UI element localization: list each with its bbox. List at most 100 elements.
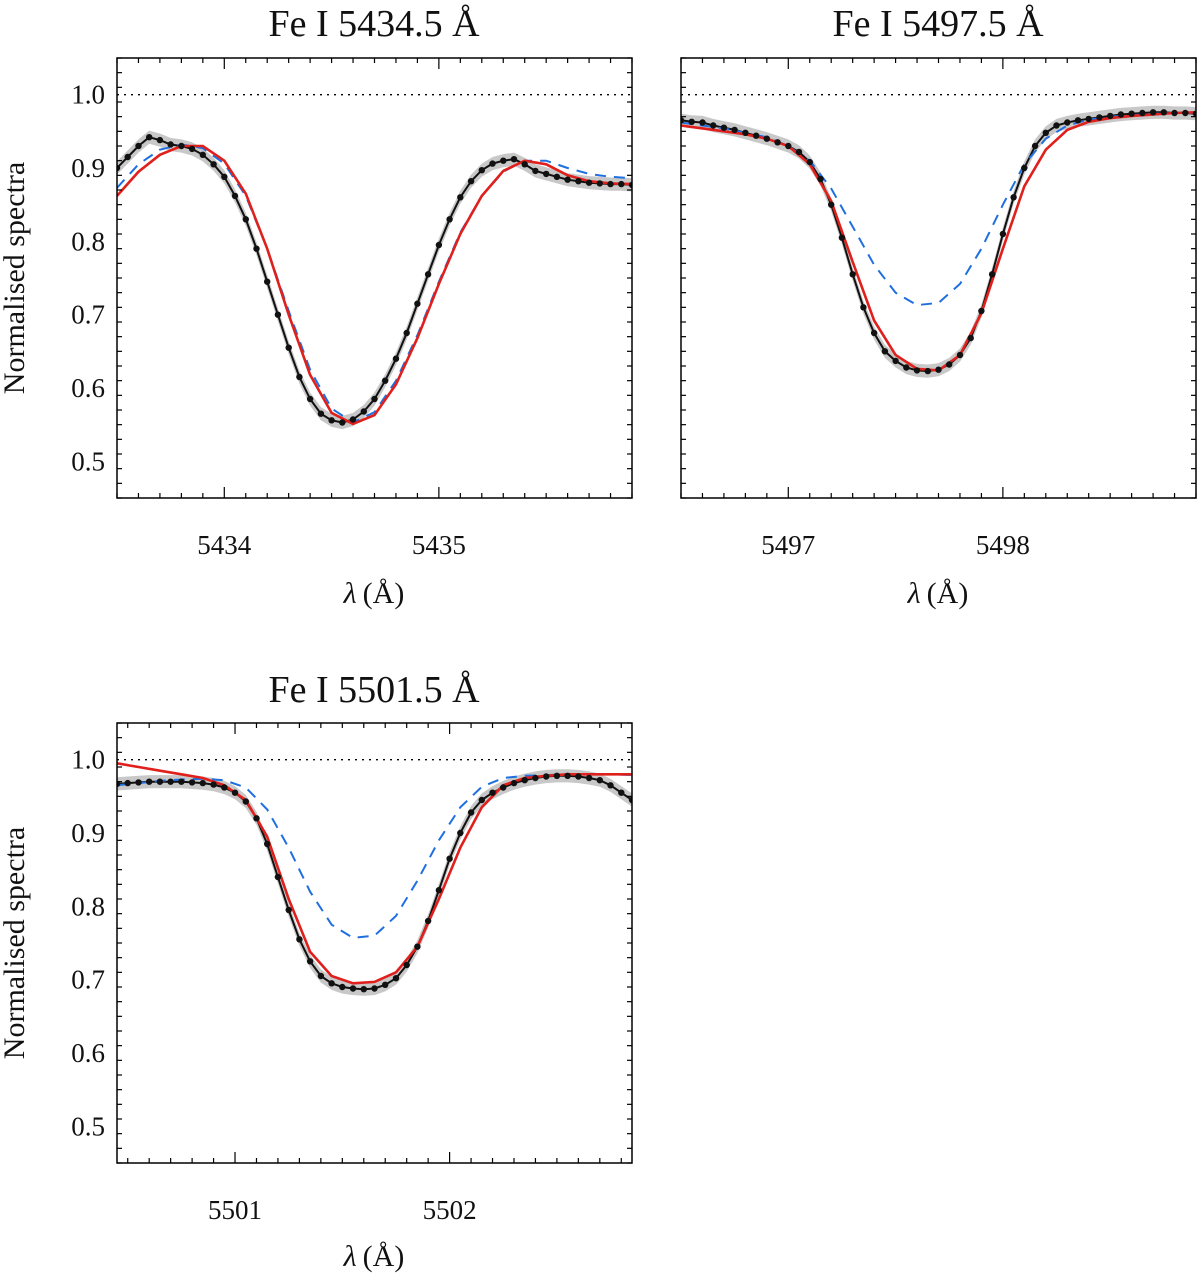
model-blue-dashed-line [117,143,632,424]
observed-point [489,160,496,167]
observed-point [117,164,121,172]
observed-point [478,167,485,174]
observed-point [435,241,443,249]
observed-point [478,796,485,804]
observed-point [242,798,249,805]
y-tick-label: 0.5 [71,1111,105,1141]
y-tick-label: 0.5 [71,446,105,476]
observed-point [806,158,813,166]
observed-point [1010,194,1017,201]
observed-point [178,778,185,785]
observed-point [210,781,217,788]
plot-frame [116,722,633,1164]
observed-point [607,782,614,789]
y-tick-label: 0.9 [71,153,105,183]
observed-point [575,178,582,185]
observed-point [146,134,153,141]
observed-point [467,809,475,816]
observed-point [135,779,142,786]
observed-point [860,304,867,311]
observed-point [467,178,475,185]
observed-point [596,180,603,187]
observed-point [946,361,953,368]
plot-area: 5497 5498 [680,57,1197,560]
observed-point [795,148,803,156]
x-axis-label-symbol: λ [343,1240,357,1273]
x-axis-label-unit: (Å) [363,577,405,610]
observed-point [167,141,174,148]
x-tick-label: 5501 [208,1195,262,1225]
observed-point [360,986,367,993]
observed-point [1107,112,1114,120]
observed-point [210,161,217,168]
observed-point [199,151,206,158]
y-tick-label: 1.0 [71,745,105,775]
observed-point [607,180,614,188]
observed-point [553,173,561,180]
observed-point [360,408,367,415]
observed-point [371,395,378,403]
observed-point [688,118,695,126]
observed-point [618,789,625,796]
observed-point [903,364,910,371]
observed-point [188,779,196,786]
observed-point [1182,109,1189,117]
observed-point [510,156,518,163]
observed-point [500,784,507,791]
observed-point [924,367,931,375]
observed-point [296,373,303,381]
observed-point [424,271,432,278]
panel-title: Fe I 5497.5 Å [832,3,1044,45]
observed-point [1160,109,1168,116]
observed-point [628,181,632,189]
observed-line [681,111,1196,373]
x-tick-label: 5498 [976,530,1030,560]
observed-point [1053,122,1060,129]
observed-point [414,943,421,950]
observed-point [881,348,889,355]
x-axis-label: λ (Å) [343,577,405,610]
observed-point [349,416,357,423]
observed-point [188,145,196,153]
observed-point [124,779,131,787]
observed-point [720,124,728,131]
observed-point [849,271,856,278]
observed-point [221,784,228,791]
observed-point [585,774,593,782]
observed-point [156,778,164,785]
observed-point [242,216,249,223]
observed-point [935,366,942,373]
x-axis-label-unit: (Å) [363,1240,405,1273]
observed-point [392,975,400,982]
observed-point [339,419,346,426]
x-axis-label-unit: (Å) [927,577,969,610]
observed-point [253,245,260,252]
observed-point [596,777,603,784]
observed-point [349,985,357,992]
observed-point [967,334,974,342]
observed-point [1021,164,1028,172]
observed-point [1128,110,1135,117]
observed-line [117,774,632,991]
y-tick-label: 0.7 [71,965,105,995]
observed-point [264,278,271,285]
observed-point [1085,115,1092,123]
y-tick-label: 0.8 [71,891,105,921]
observed-point [317,410,325,417]
observed-point [317,972,325,980]
model-red-solid-line [117,762,632,985]
observed-point [628,796,632,804]
observed-point [328,980,335,987]
plot-frame [116,57,633,499]
observed-point [510,779,518,787]
x-axis-label: λ (Å) [343,1240,405,1273]
observed-point [264,840,271,848]
observed-point [457,829,464,837]
observed-point [543,773,550,780]
observed-point [913,367,921,374]
plot-area: 0.5 0.6 0.7 0.8 0.9 1.0 5501 5502 [71,722,632,1225]
observed-point [681,117,685,124]
y-axis-label: Normalised spectra [0,827,31,1059]
observed-point [1042,129,1050,136]
observed-point [156,136,164,144]
